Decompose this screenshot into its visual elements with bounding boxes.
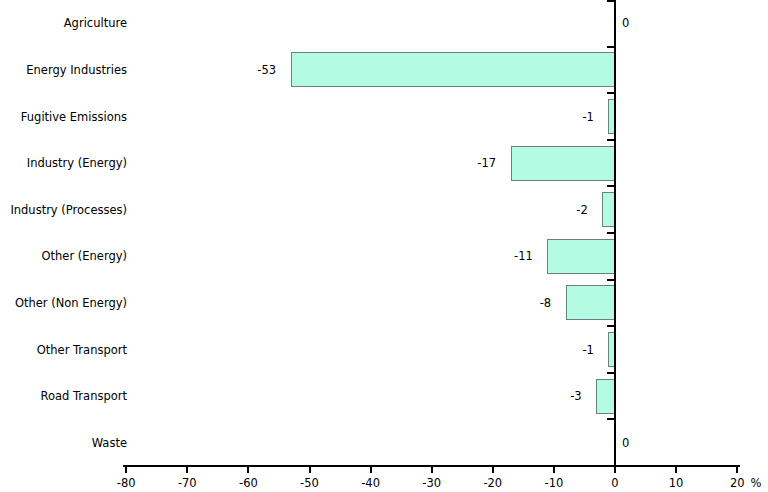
value-label-other-non-energy: -8: [540, 296, 551, 310]
x-tick-label--60: -60: [239, 476, 258, 490]
bar-other-energy: [548, 239, 615, 273]
value-label-fugitive-emissions: -1: [582, 110, 593, 124]
value-label-industry-processes: -2: [576, 203, 587, 217]
category-label-waste: Waste: [92, 436, 127, 450]
bar-road-transport: [597, 379, 615, 413]
value-label-energy-industries: -53: [257, 63, 276, 77]
x-axis-unit-label: %: [751, 476, 762, 490]
x-tick-label--10: -10: [545, 476, 564, 490]
value-label-road-transport: -3: [570, 389, 581, 403]
value-label-agriculture: 0: [622, 16, 629, 30]
bar-industry-processes: [603, 193, 615, 227]
category-label-industry-energy: Industry (Energy): [27, 156, 127, 170]
category-label-energy-industries: Energy Industries: [26, 63, 127, 77]
category-label-fugitive-emissions: Fugitive Emissions: [21, 110, 127, 124]
x-tick-label--30: -30: [422, 476, 441, 490]
x-tick-label--20: -20: [483, 476, 502, 490]
x-tick-label--80: -80: [117, 476, 136, 490]
bar-energy-industries: [291, 53, 615, 87]
bar-other-non-energy: [566, 286, 615, 320]
category-label-road-transport: Road Transport: [41, 389, 128, 403]
x-tick-label--70: -70: [178, 476, 197, 490]
value-label-other-transport: -1: [582, 343, 593, 357]
x-tick-label--50: -50: [300, 476, 319, 490]
x-tick-label-0: 0: [611, 476, 618, 490]
value-label-other-energy: -11: [514, 249, 533, 263]
x-tick-label--40: -40: [361, 476, 380, 490]
category-label-agriculture: Agriculture: [64, 16, 127, 30]
x-tick-label-20: 20: [730, 476, 745, 490]
bar-industry-energy: [511, 146, 615, 180]
category-label-industry-processes: Industry (Processes): [10, 203, 127, 217]
bar-chart-canvas: -80-70-60-50-40-30-20-1001020%Agricultur…: [0, 0, 768, 492]
value-label-industry-energy: -17: [477, 156, 496, 170]
horizontal-bar-chart: -80-70-60-50-40-30-20-1001020%Agricultur…: [0, 0, 768, 492]
x-tick-label-10: 10: [669, 476, 684, 490]
value-label-waste: 0: [622, 436, 629, 450]
category-label-other-energy: Other (Energy): [41, 249, 127, 263]
category-label-other-transport: Other Transport: [37, 343, 128, 357]
category-label-other-non-energy: Other (Non Energy): [15, 296, 127, 310]
